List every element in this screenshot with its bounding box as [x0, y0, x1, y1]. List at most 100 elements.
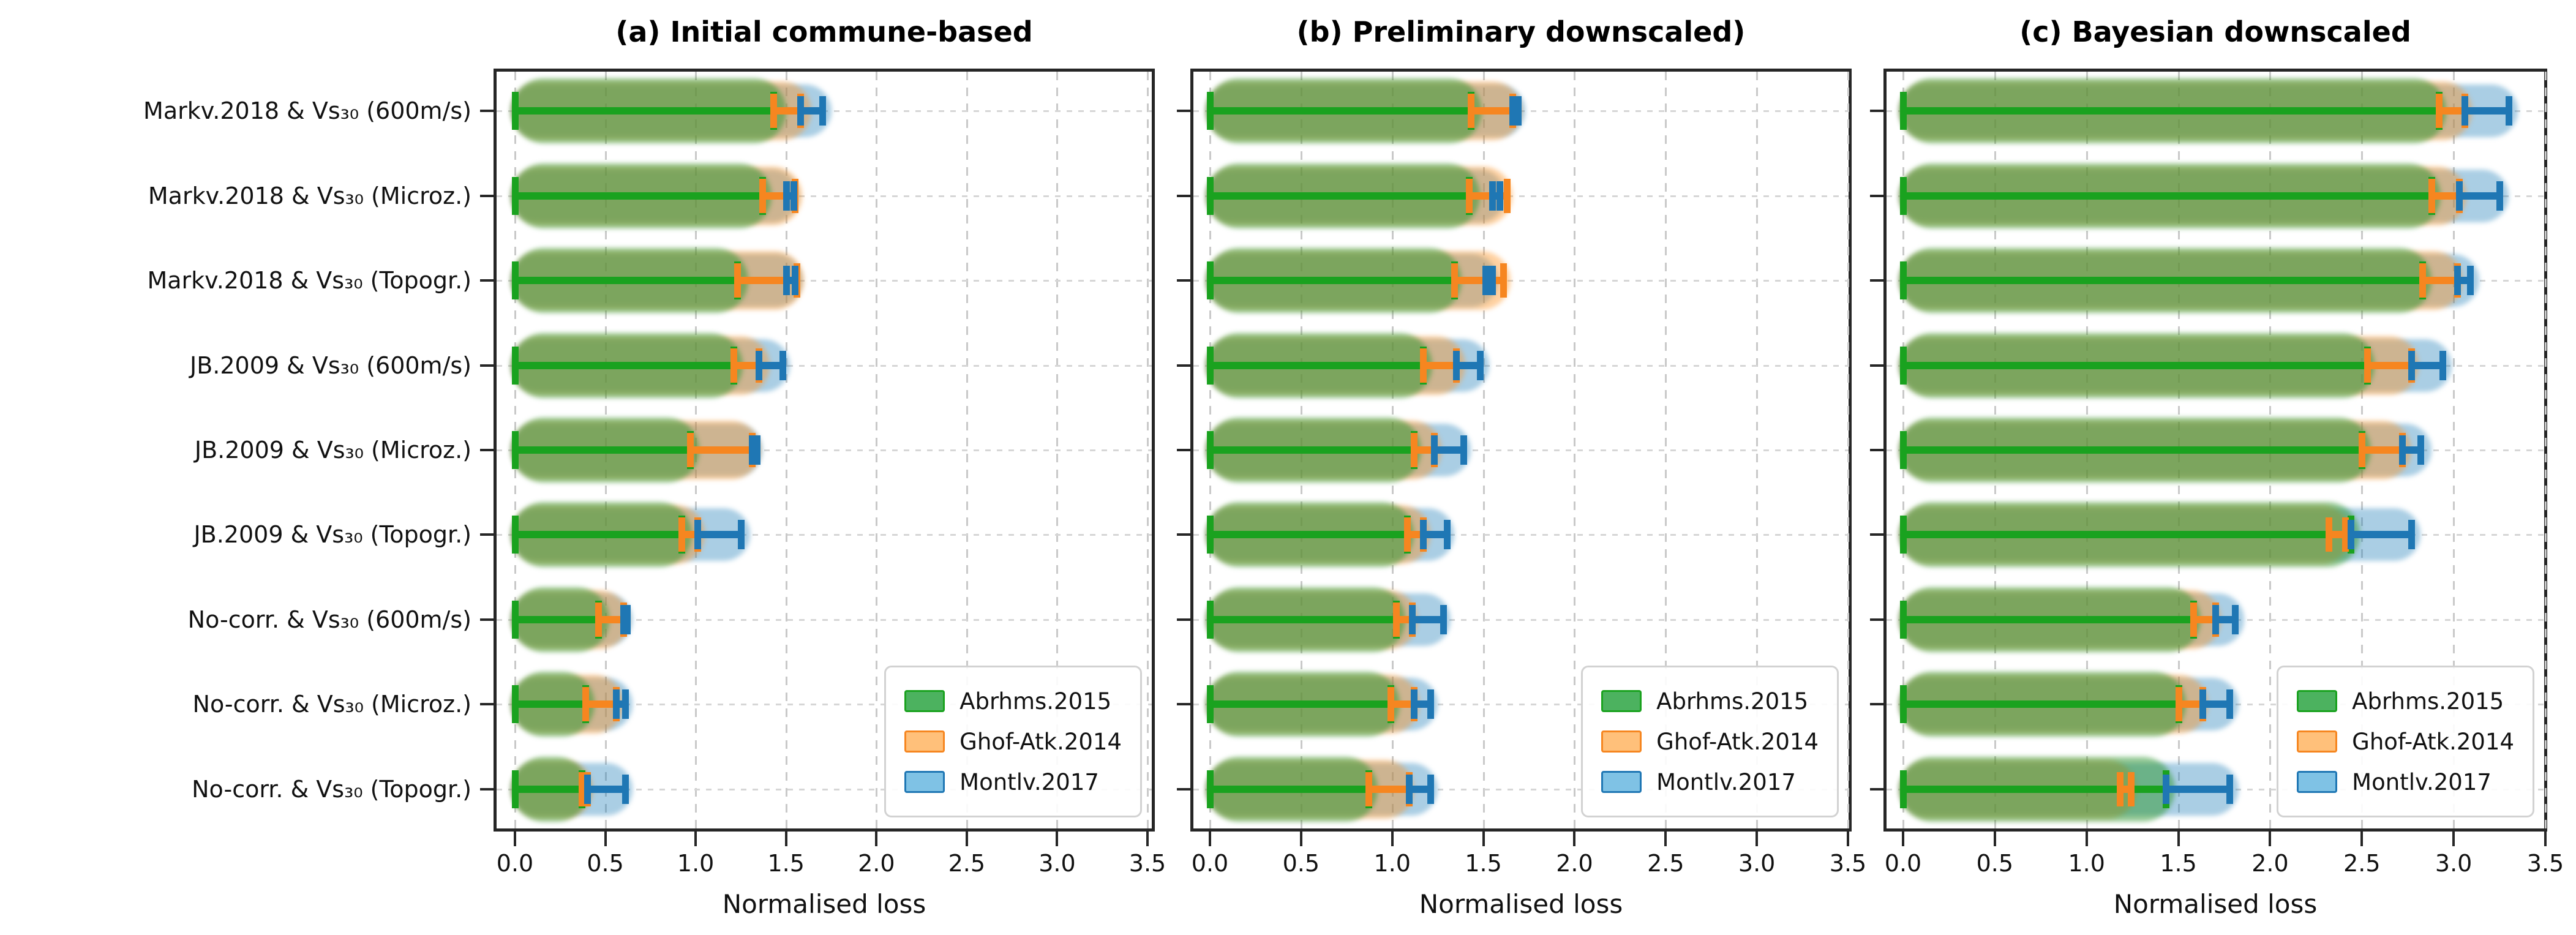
abrhms-errorbar [1903, 700, 2179, 708]
x-tick-label: 1.0 [2068, 850, 2105, 877]
ghofatk-errorbar-cap [2419, 263, 2427, 298]
abrhms-errorbar-cap [1900, 685, 1907, 724]
x-tick [1847, 832, 1849, 846]
x-tick [2360, 832, 2364, 846]
ghofatk-errorbar-cap [2342, 517, 2349, 552]
abrhms-errorbar [1210, 361, 1424, 369]
abrhms-errorbar-cap [1207, 600, 1214, 639]
ghofatk-errorbar-cap [2190, 602, 2197, 637]
montlv-errorbar [1455, 361, 1480, 369]
ghofatk-errorbar-cap [2116, 772, 2124, 806]
panel-a-title: (a) Initial commune-based [615, 15, 1033, 48]
montlv-errorbar-cap [2456, 181, 2463, 211]
montlv-errorbar-cap [1482, 266, 1489, 296]
y-tick [1177, 110, 1190, 113]
legend-label: Montlv.2017 [1656, 768, 1796, 795]
y-tick [1870, 364, 1883, 367]
ghofatk-errorbar [1406, 531, 1424, 539]
montlv-errorbar-cap [779, 350, 786, 380]
montlv-errorbar-cap [1405, 774, 1413, 804]
y-gridline [1193, 704, 1849, 706]
montlv-errorbar-cap [1427, 689, 1435, 719]
montlv-errorbar-cap [1427, 774, 1435, 804]
montlv-errorbar-cap [2461, 96, 2469, 126]
montlv-errorbar [759, 361, 783, 369]
abrhms-errorbar [1210, 107, 1471, 115]
ghofatk-errorbar-cap [1504, 178, 1511, 213]
y-category-label: No-corr. & Vs₃₀ (Microz.) [192, 691, 471, 718]
ghofatk-errorbar-cap [1451, 263, 1458, 298]
x-axis-label: Normalised loss [2113, 889, 2318, 919]
ghofatk-errorbar [2178, 700, 2202, 708]
legend-label: Montlv.2017 [2352, 768, 2492, 795]
montlv-errorbar-cap [1509, 96, 1517, 126]
legend: Abrhms.2015 Ghof-Atk.2014 Montlv.2017 [884, 666, 1142, 817]
montlv-errorbar-cap [2162, 774, 2169, 804]
legend: Abrhms.2015 Ghof-Atk.2014 Montlv.2017 [1581, 666, 1839, 817]
x-tick [2269, 832, 2272, 846]
x-tick [1482, 832, 1485, 846]
montlv-errorbar-cap [783, 266, 790, 296]
legend-label: Abrhms.2015 [959, 688, 1112, 715]
ghofatk-errorbar-cap [582, 687, 590, 722]
montlv-errorbar-cap [1431, 435, 1438, 465]
ghofatk-errorbar [585, 700, 617, 708]
ghofatk-errorbar [681, 531, 698, 539]
x-axis-label: Normalised loss [722, 889, 926, 919]
y-gridline [497, 534, 1152, 536]
x-tick-label: 2.5 [1647, 850, 1684, 877]
montlv-errorbar [2202, 700, 2230, 708]
y-category-label: JB.2009 & Vs₃₀ (Topogr.) [193, 521, 471, 549]
ghofatk-errorbar [2422, 277, 2458, 285]
montlv-errorbar-cap [2408, 350, 2416, 380]
y-gridline [1193, 449, 1849, 451]
montlv-errorbar-cap [2454, 266, 2461, 296]
y-category-label: No-corr. & Vs₃₀ (Topogr.) [192, 775, 471, 803]
legend-label: Ghof-Atk.2014 [959, 728, 1122, 755]
ghofatk-errorbar-cap [1392, 602, 1400, 637]
y-tick [480, 618, 494, 621]
ghofatk-errorbar [1395, 615, 1413, 623]
y-tick [480, 533, 494, 536]
ghofatk-errorbar-cap [1500, 263, 1508, 298]
ghofatk-errorbar-cap [759, 178, 767, 213]
montlv-errorbar-cap [622, 774, 629, 804]
montlv-errorbar-cap [2496, 181, 2504, 211]
ghofatk-errorbar [1423, 361, 1456, 369]
montlv-errorbar [2465, 107, 2509, 115]
x-tick-label: 0.5 [1976, 850, 2014, 877]
y-tick [480, 703, 494, 706]
x-axis-label: Normalised loss [1419, 889, 1623, 919]
y-gridline [497, 280, 1152, 282]
ghofatk-errorbar-cap [1420, 348, 1427, 383]
y-gridline [497, 788, 1152, 790]
y-gridline [1193, 788, 1849, 790]
legend-label: Ghof-Atk.2014 [1656, 728, 1819, 755]
ghofatk-errorbar [2362, 446, 2403, 454]
abrhms-errorbar [515, 785, 582, 793]
x-tick-label: 2.0 [1556, 850, 1593, 877]
montlv-errorbar [587, 785, 626, 793]
montlv-errorbar-cap [1440, 604, 1448, 634]
y-tick [1177, 449, 1190, 451]
ghofatk-errorbar [690, 446, 752, 454]
ghofatk-errorbar-cap [1467, 94, 1474, 129]
abrhms-errorbar [515, 107, 774, 115]
abrhms-errorbar [515, 446, 691, 454]
ghofatk-errorbar-cap [687, 433, 694, 467]
abrhms-errorbar [515, 192, 763, 200]
montlv-errorbar-cap [620, 604, 628, 634]
abrhms-errorbar [1210, 531, 1407, 539]
x-tick [875, 832, 878, 846]
montlv-errorbar-cap [2399, 435, 2406, 465]
y-tick [480, 110, 494, 113]
abrhms-errorbar-cap [512, 685, 519, 724]
montlv-errorbar-cap [748, 435, 756, 465]
y-tick [480, 194, 494, 197]
abrhms-errorbar-cap [512, 176, 519, 215]
montlv-errorbar-cap [792, 266, 799, 296]
legend-item: Abrhms.2015 [1601, 681, 1819, 721]
abrhms-errorbar [1903, 277, 2423, 285]
x-tick [1056, 832, 1059, 846]
